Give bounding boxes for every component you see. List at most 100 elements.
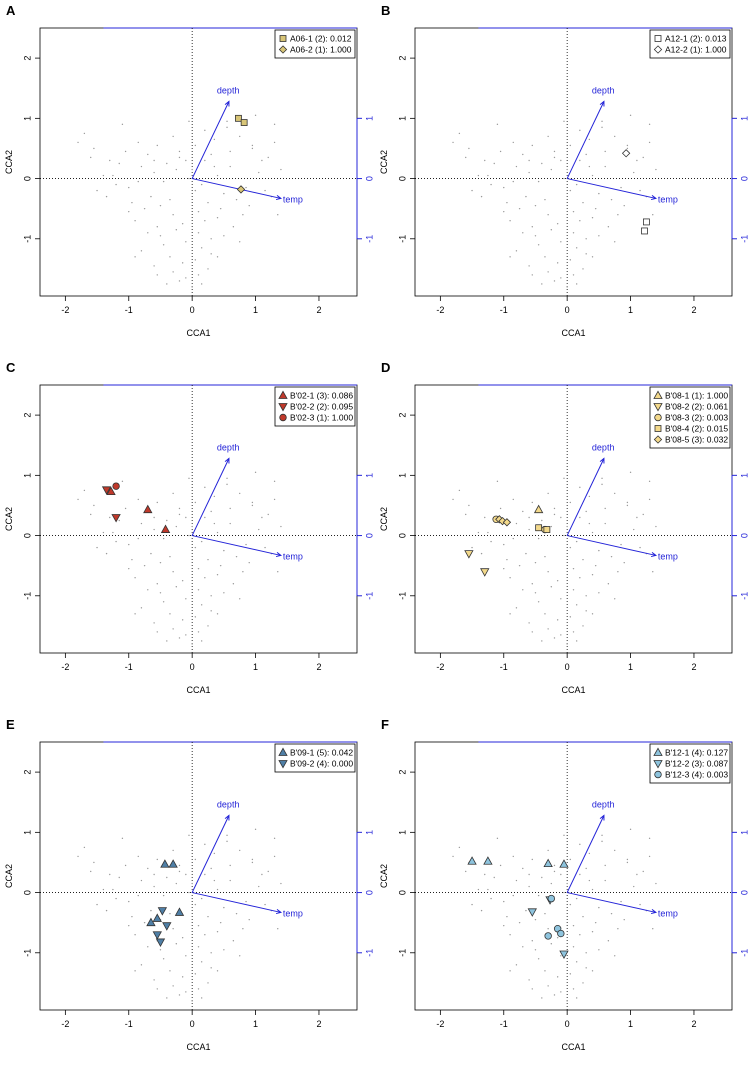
site-point <box>204 873 206 876</box>
site-point <box>219 564 222 567</box>
panel-a: A -1 0 1 -2 -1 0 1 2 -1 0 1 2 CCA1 CCA2 depth temp A06-1 … <box>4 3 374 338</box>
site-point <box>245 543 247 546</box>
legend-box <box>274 29 356 59</box>
legend-marker <box>654 413 662 422</box>
site-point <box>601 483 603 486</box>
plot-frame <box>39 741 358 1011</box>
legend-marker <box>654 770 662 779</box>
site-point <box>181 937 184 939</box>
site-point <box>522 232 524 234</box>
site-point <box>639 546 641 549</box>
site-point <box>506 201 508 204</box>
site-point <box>465 513 467 516</box>
site-point <box>503 900 505 903</box>
site-point <box>200 604 203 606</box>
x-axis-title: CCA1 <box>186 685 210 695</box>
data-point <box>240 119 248 126</box>
site-point <box>572 232 575 234</box>
vector-temp <box>192 892 282 913</box>
site-point <box>626 144 629 147</box>
y-tick-label: 2 <box>397 770 407 775</box>
site-point <box>197 210 200 213</box>
site-point <box>223 192 225 195</box>
y-axis-title: CCA2 <box>379 150 389 174</box>
site-point <box>537 537 540 540</box>
data-point <box>547 894 556 903</box>
site-point <box>531 274 533 276</box>
vector-depth <box>191 815 230 893</box>
vector-arrowhead <box>275 908 283 915</box>
site-point <box>134 934 136 936</box>
vector-arrowhead <box>650 551 658 558</box>
vector-depth <box>191 101 230 179</box>
site-point <box>178 637 181 639</box>
site-point <box>528 159 530 162</box>
site-point <box>280 168 282 171</box>
data-point <box>235 114 242 122</box>
site-point <box>77 855 79 858</box>
site-point <box>197 567 200 570</box>
site-point <box>550 168 553 171</box>
site-point <box>547 492 549 495</box>
site-point <box>178 994 181 996</box>
site-point <box>633 171 635 174</box>
site-point <box>604 507 606 510</box>
x-tick-label: -2 <box>436 662 444 672</box>
site-point <box>636 873 638 876</box>
site-point <box>515 250 518 252</box>
site-point <box>528 516 530 519</box>
site-point <box>569 903 572 906</box>
site-point <box>585 253 587 255</box>
site-point <box>162 244 165 246</box>
site-point <box>83 489 86 492</box>
site-point <box>153 265 155 267</box>
vector-arrowhead <box>599 814 605 821</box>
site-point <box>181 262 184 264</box>
site-point <box>128 924 130 927</box>
site-point <box>594 921 597 924</box>
site-point <box>232 583 235 585</box>
x-tick-label: -1 <box>125 662 133 672</box>
site-point <box>213 138 216 141</box>
vector-arrowhead <box>599 100 605 107</box>
data-point <box>544 932 552 940</box>
site-point <box>601 120 603 123</box>
site-point <box>506 558 508 561</box>
site-point <box>181 619 184 621</box>
site-point <box>556 223 559 225</box>
site-point <box>547 135 549 138</box>
panel-d: D -1 0 1 -2 -1 0 1 2 -1 0 1 2 CCA1 CCA2 depth temp B'08-1… <box>379 360 749 695</box>
site-point <box>213 495 216 498</box>
site-point <box>509 934 511 936</box>
site-point <box>499 507 502 510</box>
site-point <box>115 183 117 186</box>
data-point <box>535 524 543 532</box>
site-point <box>560 516 562 519</box>
x-tick-label: 2 <box>316 1019 321 1029</box>
data-point <box>621 149 631 158</box>
site-point <box>468 147 470 150</box>
site-point <box>531 631 533 633</box>
site-point <box>528 265 530 267</box>
site-point <box>277 570 279 573</box>
data-point <box>480 568 490 577</box>
site-point <box>522 867 524 870</box>
site-point <box>633 528 635 531</box>
y-tick-label: -1 <box>397 235 407 243</box>
site-point <box>458 489 461 492</box>
site-point <box>172 628 174 630</box>
site-point <box>175 525 178 528</box>
site-point <box>178 150 181 153</box>
site-point <box>582 915 584 918</box>
site-point <box>226 834 228 837</box>
vector-label-depth: depth <box>217 85 240 95</box>
site-point <box>273 480 276 483</box>
site-point <box>273 498 276 501</box>
legend-marker <box>654 35 662 42</box>
site-point <box>585 610 587 612</box>
site-point <box>509 577 511 579</box>
vector-arrowhead <box>275 194 283 201</box>
site-point <box>585 967 587 969</box>
site-point <box>96 903 98 906</box>
site-point <box>90 870 92 873</box>
